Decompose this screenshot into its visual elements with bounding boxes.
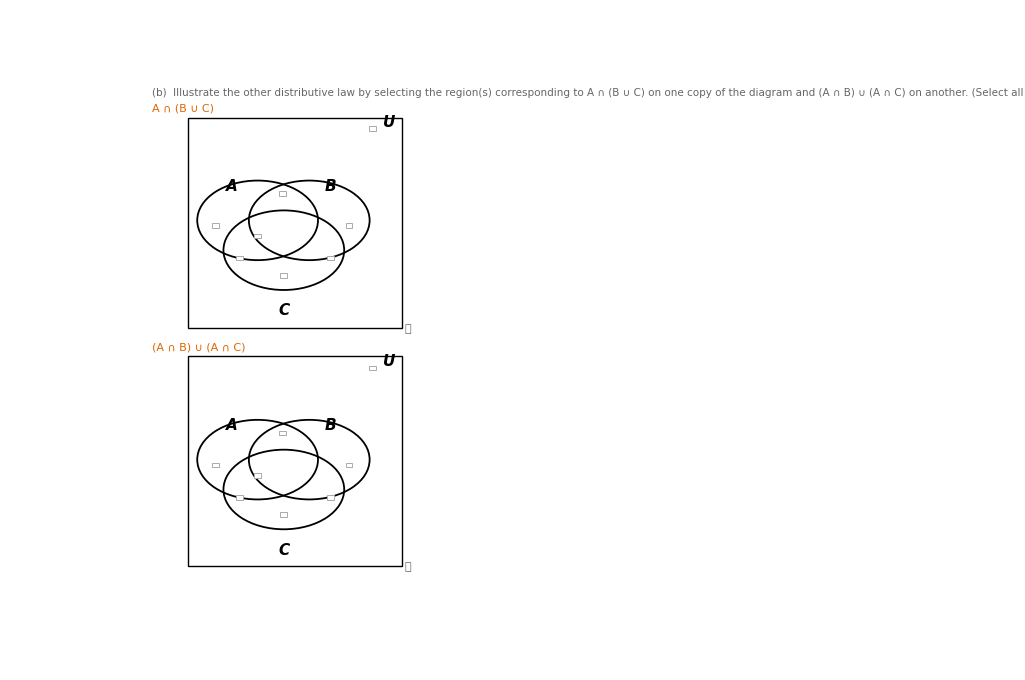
Text: B: B xyxy=(325,418,336,433)
Bar xyxy=(327,495,334,500)
Text: A: A xyxy=(226,179,237,194)
Bar xyxy=(236,495,243,500)
Bar xyxy=(254,234,261,238)
Text: C: C xyxy=(278,303,289,318)
Bar xyxy=(345,462,353,467)
Text: ⓘ: ⓘ xyxy=(405,324,411,335)
Bar xyxy=(188,118,402,328)
Text: ⓘ: ⓘ xyxy=(405,562,411,573)
Bar xyxy=(281,273,287,277)
Bar xyxy=(212,223,219,228)
Bar xyxy=(281,513,287,517)
Text: U: U xyxy=(382,115,395,130)
Text: (b)  Illustrate the other distributive law by selecting the region(s) correspond: (b) Illustrate the other distributive la… xyxy=(152,88,1025,98)
Text: (A ∩ B) ∪ (A ∩ C): (A ∩ B) ∪ (A ∩ C) xyxy=(152,342,245,352)
Bar xyxy=(212,462,219,467)
Bar xyxy=(279,430,286,435)
Bar xyxy=(345,223,353,228)
Text: C: C xyxy=(278,543,289,558)
Text: A: A xyxy=(226,418,237,433)
Bar xyxy=(279,192,286,196)
Bar xyxy=(254,473,261,477)
Text: B: B xyxy=(325,179,336,194)
Bar xyxy=(369,366,376,370)
Bar xyxy=(188,356,402,566)
Text: A ∩ (B ∪ C): A ∩ (B ∪ C) xyxy=(152,103,214,114)
Bar xyxy=(369,126,376,131)
Text: U: U xyxy=(382,354,395,369)
Bar xyxy=(327,256,334,260)
Bar xyxy=(236,256,243,260)
